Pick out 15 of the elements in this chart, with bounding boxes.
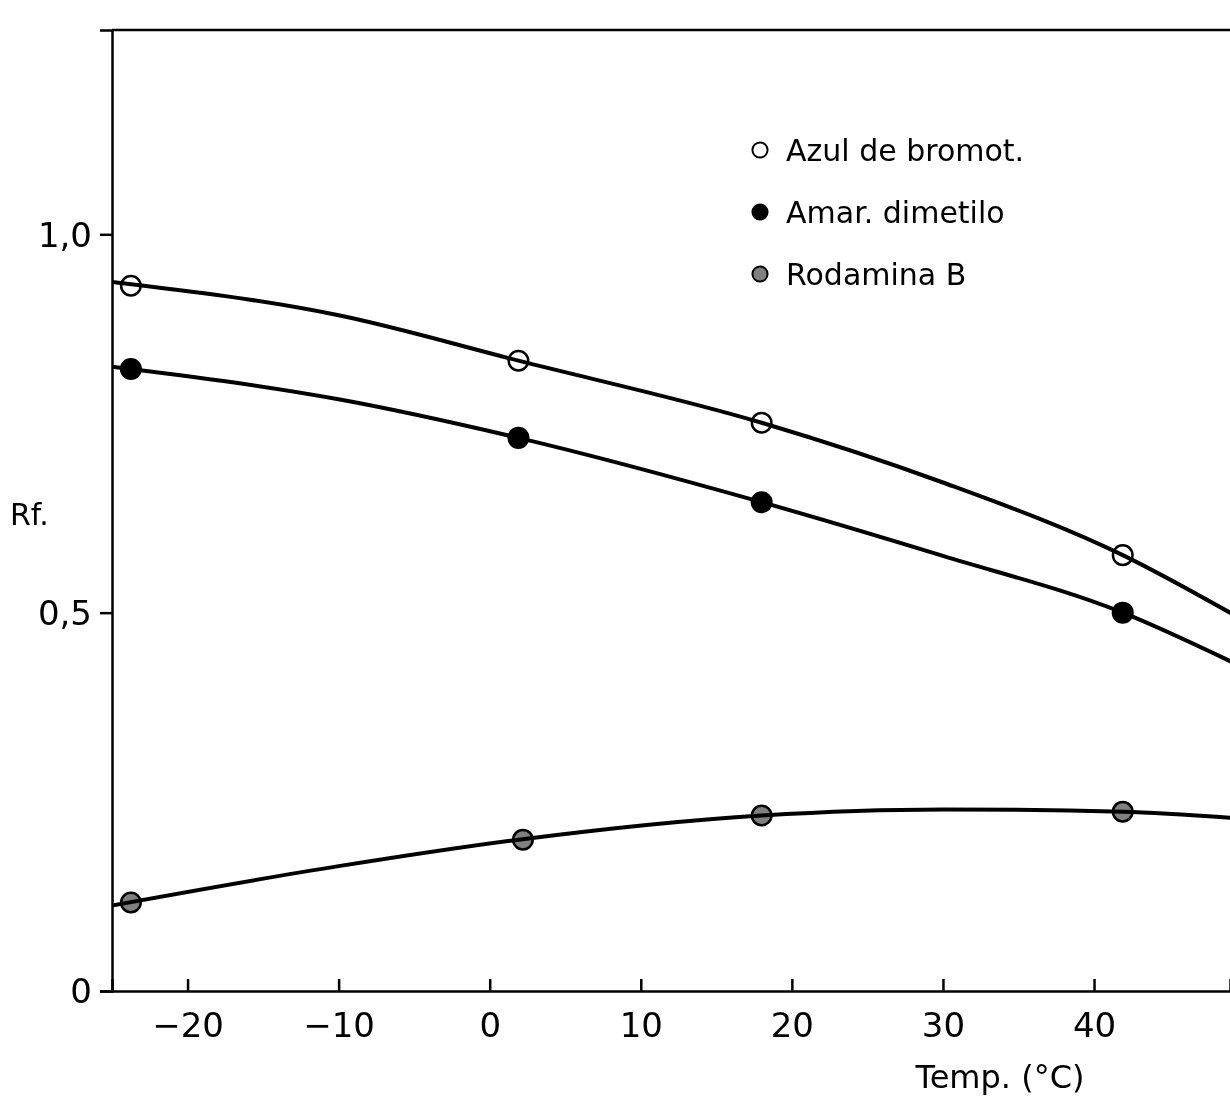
x-tick-label: −10 xyxy=(303,1005,375,1046)
legend-label: Azul de bromot. xyxy=(786,132,1025,168)
y-tick-label: 0,5 xyxy=(37,593,92,634)
x-tick-label: 40 xyxy=(1072,1005,1117,1046)
x-tick-label: −20 xyxy=(152,1005,224,1046)
x-tick-label: 20 xyxy=(770,1005,814,1046)
legend-label: Rodamina B xyxy=(786,256,967,292)
y-tick-label: 1,0 xyxy=(37,214,92,255)
legend-label: Amar. dimetilo xyxy=(786,194,1005,230)
x-tick-label: 10 xyxy=(619,1005,663,1046)
y-tick-label: 0 xyxy=(70,971,92,1012)
x-axis-title: Temp. (°C) xyxy=(914,1058,1085,1096)
y-axis-title: Rf. xyxy=(10,497,49,532)
x-tick-label: 30 xyxy=(921,1005,966,1046)
x-tick-label: 0 xyxy=(479,1005,502,1046)
